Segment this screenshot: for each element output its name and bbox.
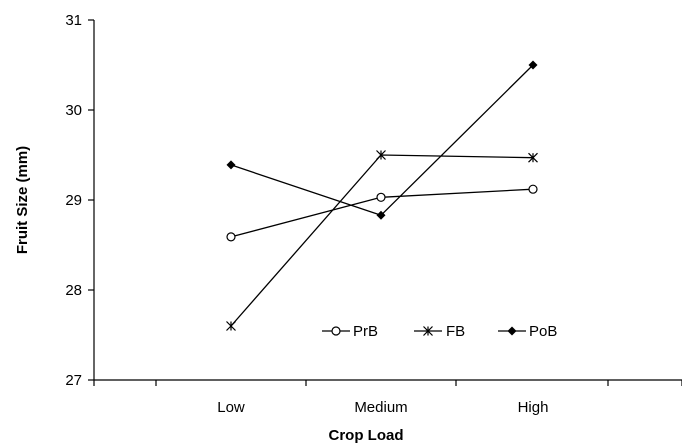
legend-label-prb: PrB [353,323,378,340]
legend-label-fb: FB [446,323,465,340]
data-point-prb-low [226,232,236,242]
legend-label-pob: PoB [529,323,557,340]
legend-marker-fb [423,326,433,336]
x-axis-title: Crop Load [329,427,404,444]
y-tick-label: 28 [65,282,82,299]
data-point-fb-medium [376,150,386,160]
x-tick-label: High [518,399,549,416]
data-point-pob-low [226,160,236,170]
data-point-prb-high [528,184,538,194]
y-tick-label: 31 [65,12,82,29]
y-tick-label: 30 [65,102,82,119]
y-tick-label: 29 [65,192,82,209]
x-tick-label: Low [217,399,245,416]
data-point-fb-low [226,321,236,331]
legend-marker-pob [507,326,517,336]
data-point-pob-medium [376,210,386,220]
plot-area: 27 28 29 30 31 Low Medium High PrB FB PoB [65,12,682,416]
data-point-fb-high [528,152,538,163]
data-point-prb-medium [376,192,386,202]
x-tick-label: Medium [354,399,407,416]
series-line-pob [230,64,534,217]
y-axis-title: Fruit Size (mm) [14,146,31,254]
legend-marker-prb [331,326,341,336]
data-point-pob-high [528,60,538,70]
y-tick-label: 27 [65,372,82,389]
